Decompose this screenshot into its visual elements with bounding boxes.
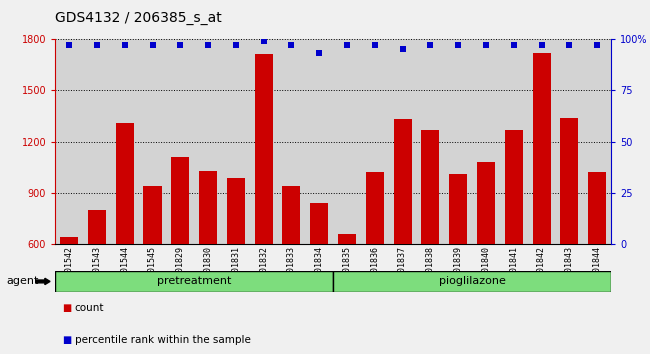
Bar [421,130,439,244]
Point [425,42,436,48]
Point [286,42,296,48]
Text: percentile rank within the sample: percentile rank within the sample [75,335,251,345]
Point [259,38,269,44]
Bar [116,123,134,244]
Bar [449,174,467,244]
Bar [55,271,333,292]
Point [64,42,74,48]
Point [397,46,408,52]
Text: ■: ■ [62,303,71,313]
Bar [333,271,611,292]
Text: pretreatment: pretreatment [157,276,231,286]
Text: count: count [75,303,104,313]
Point [203,42,213,48]
Point [314,51,324,56]
Bar [88,210,106,244]
Point [536,42,547,48]
Bar [310,203,328,244]
Point [592,42,603,48]
Bar [504,130,523,244]
Point [370,42,380,48]
Bar [532,53,551,244]
Bar [171,157,189,244]
Text: agent: agent [6,276,39,286]
Point [453,42,463,48]
Point [148,42,158,48]
Bar [199,171,217,244]
Text: GDS4132 / 206385_s_at: GDS4132 / 206385_s_at [55,11,222,25]
Text: pioglilazone: pioglilazone [439,276,506,286]
Bar [255,55,273,244]
Point [175,42,185,48]
Bar [144,186,162,244]
Point [342,42,352,48]
Bar [588,172,606,244]
Bar [366,172,384,244]
Point [231,42,241,48]
Bar [60,238,78,244]
Point [564,42,575,48]
Point [481,42,491,48]
Bar [227,178,245,244]
Bar [282,186,300,244]
Point [120,42,130,48]
Bar [393,119,411,244]
Bar [560,118,578,244]
Bar [338,234,356,244]
Text: ■: ■ [62,335,71,345]
Bar [477,162,495,244]
Point [92,42,102,48]
Point [508,42,519,48]
